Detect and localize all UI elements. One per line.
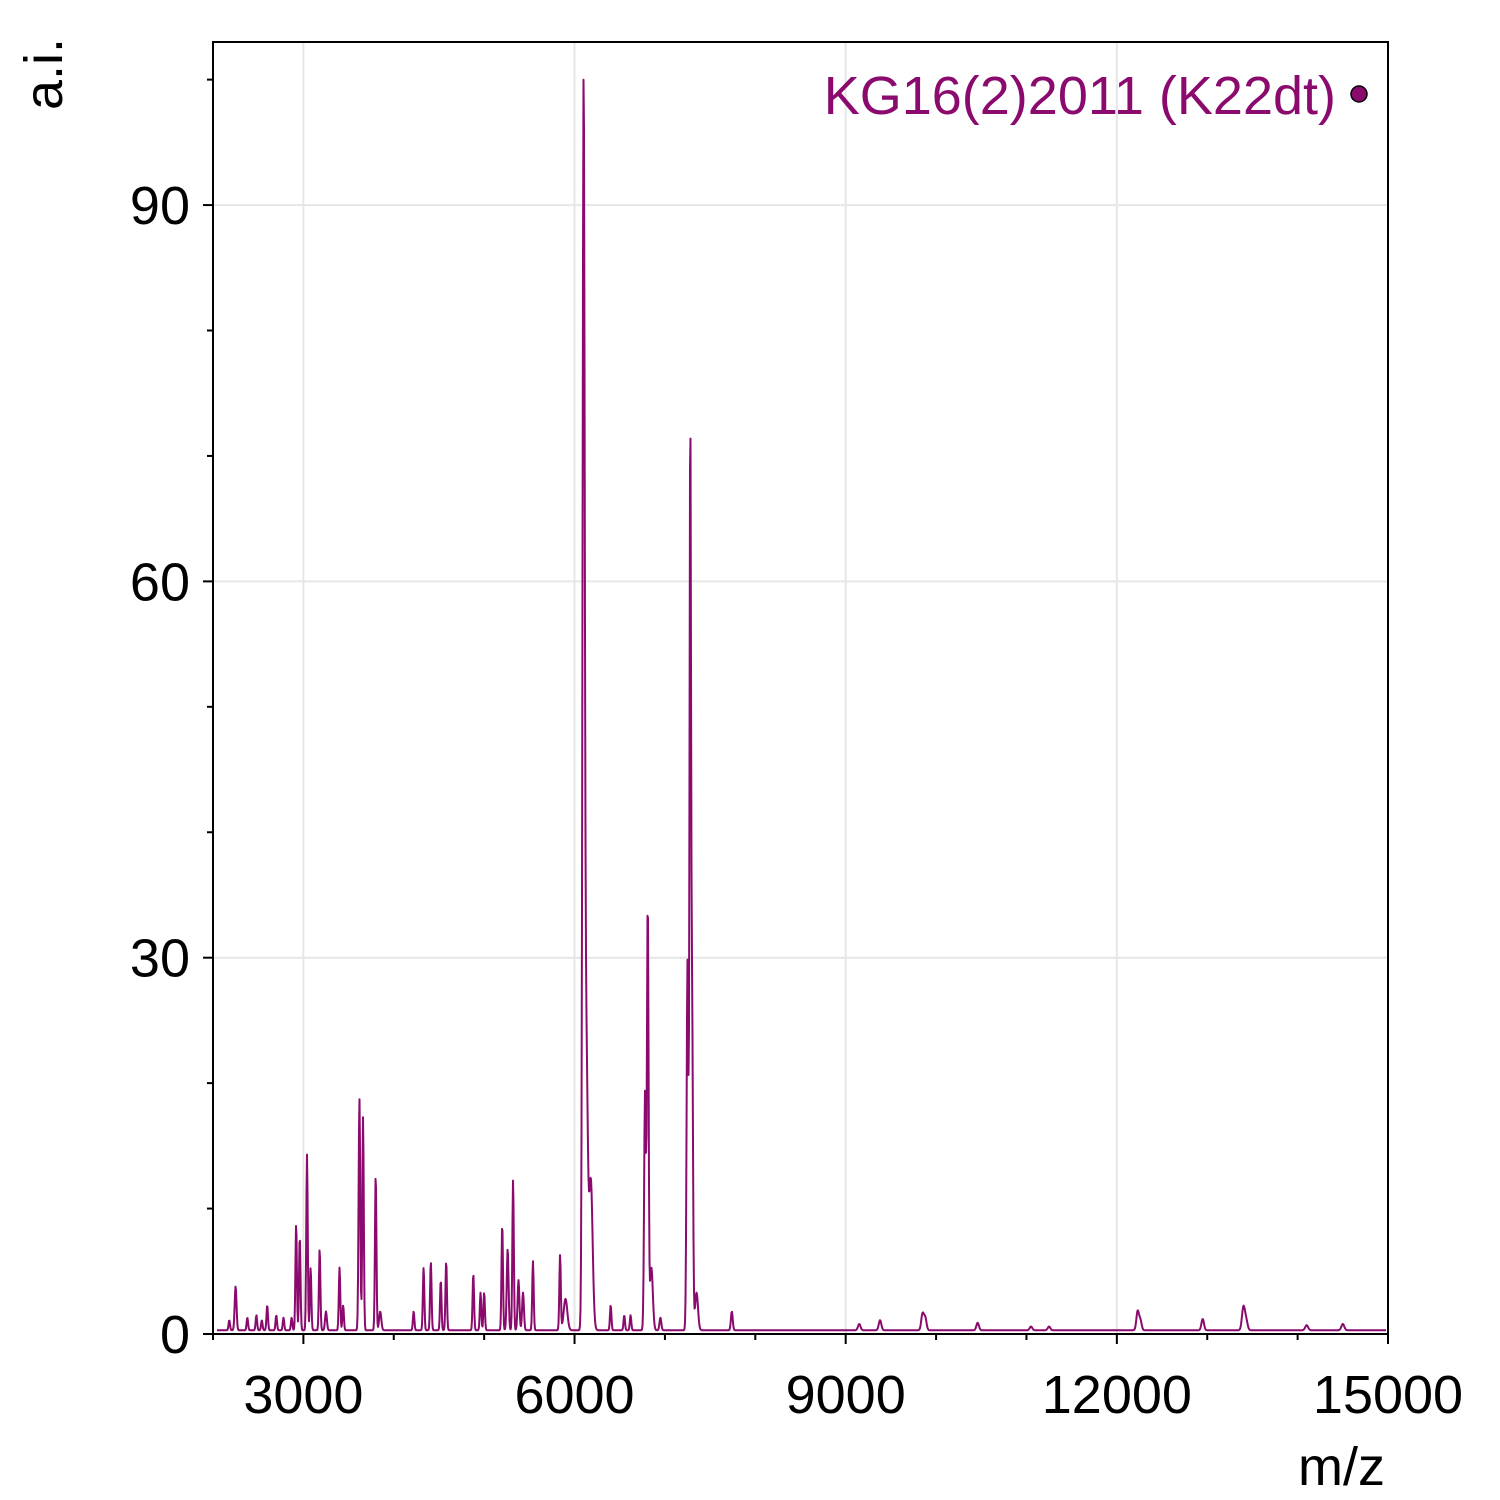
x-tick-label: 9000 bbox=[786, 1365, 906, 1425]
y-tick-label: 0 bbox=[160, 1305, 190, 1365]
legend-marker-icon bbox=[1350, 85, 1368, 103]
x-tick-label: 12000 bbox=[1042, 1365, 1192, 1425]
x-tick-label: 15000 bbox=[1313, 1365, 1463, 1425]
plot-frame bbox=[212, 41, 1389, 1335]
y-tick-label: 30 bbox=[130, 929, 190, 989]
y-tick-label: 90 bbox=[130, 176, 190, 236]
axis-ticks: 3000 6000 9000 12000 15000 0 30 60 90 bbox=[130, 78, 1463, 1425]
spectrum-line bbox=[216, 78, 1387, 1332]
x-tick-label: 6000 bbox=[514, 1365, 634, 1425]
y-axis-title: a.i. bbox=[14, 38, 74, 110]
y-tick-label: 60 bbox=[130, 552, 190, 612]
x-tick-label: 3000 bbox=[243, 1365, 363, 1425]
x-axis-title: m/z bbox=[1298, 1437, 1385, 1497]
series-area bbox=[216, 78, 1387, 1332]
legend-label: KG16(2)2011 (K22dt) bbox=[824, 66, 1336, 126]
